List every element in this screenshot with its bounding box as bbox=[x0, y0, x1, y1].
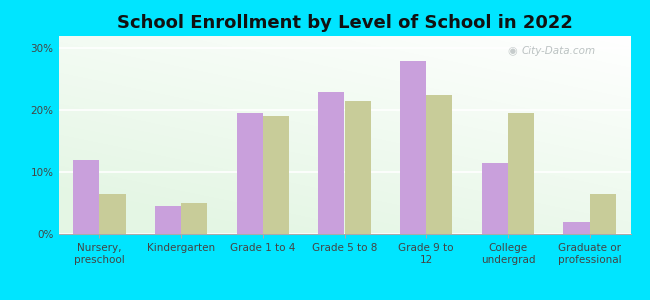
Bar bbox=[73, 160, 99, 234]
Bar bbox=[181, 203, 207, 234]
Title: School Enrollment by Level of School in 2022: School Enrollment by Level of School in … bbox=[116, 14, 573, 32]
Text: ◉: ◉ bbox=[508, 46, 517, 56]
Bar bbox=[318, 92, 344, 234]
Bar bbox=[237, 113, 263, 234]
Bar bbox=[590, 194, 616, 234]
Bar bbox=[99, 194, 125, 234]
Bar bbox=[263, 116, 289, 234]
Bar bbox=[426, 95, 452, 234]
Bar bbox=[400, 61, 426, 234]
Bar bbox=[155, 206, 181, 234]
Text: City-Data.com: City-Data.com bbox=[522, 46, 596, 56]
Bar bbox=[508, 113, 534, 234]
Bar bbox=[482, 163, 508, 234]
Bar bbox=[564, 222, 590, 234]
Bar bbox=[344, 101, 370, 234]
